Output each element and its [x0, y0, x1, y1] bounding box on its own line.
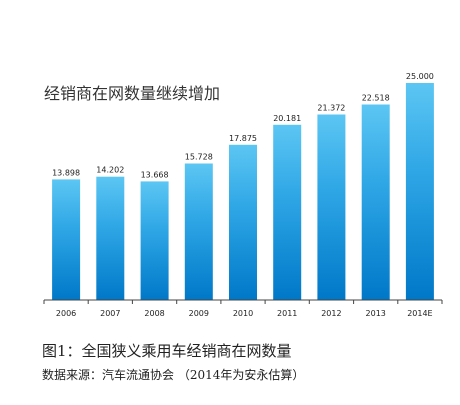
bars-group — [52, 83, 434, 300]
value-label-2014E: 25.000 — [406, 72, 434, 81]
figure-caption: 图1：全国狭义乘用车经销商在网数量 — [42, 342, 292, 360]
x-tick-label-2006: 2006 — [56, 309, 76, 318]
value-label-2013: 22.518 — [362, 94, 390, 103]
x-tick-label-2007: 2007 — [100, 309, 120, 318]
value-label-2011: 20.181 — [273, 114, 301, 123]
x-tick-label-2010: 2010 — [233, 309, 253, 318]
bar-2013 — [361, 104, 390, 300]
bar-2008 — [140, 181, 169, 300]
value-label-2007: 14.202 — [96, 166, 124, 175]
bar-2012 — [317, 114, 346, 300]
x-tick-label-2008: 2008 — [144, 309, 164, 318]
value-label-2009: 15.728 — [185, 153, 213, 162]
bar-2009 — [184, 163, 213, 300]
x-tick-label-2009: 2009 — [189, 309, 209, 318]
value-label-2008: 13.668 — [141, 170, 169, 179]
x-ticks-group — [43, 300, 443, 304]
value-label-2012: 21.372 — [317, 104, 345, 113]
bar-2006 — [52, 179, 81, 300]
value-label-2006: 13.898 — [52, 168, 80, 177]
bar-2011 — [273, 124, 302, 300]
bar-2010 — [229, 144, 257, 300]
x-tick-label-2011: 2011 — [277, 309, 297, 318]
data-source: 数据来源：汽车流通协会 （2014年为安永估算） — [42, 368, 305, 382]
x-tick-label-2013: 2013 — [366, 309, 386, 318]
value-label-2010: 17.875 — [229, 134, 257, 143]
value-labels-group: 13.898 14.202 13.668 15.728 17.875 20.181 21.3… — [52, 72, 434, 179]
x-tick-label-2014E: 2014E — [407, 309, 432, 318]
bar-2007 — [96, 176, 125, 300]
bar-chart: 经销商在网数量继续增加 13.898 14.202 13.668 15.728 17.8… — [43, 72, 443, 318]
x-tick-labels-group: 2006 2007 2008 2009 2010 2011 2012 2013 2014E — [56, 309, 433, 318]
chart-title: 经销商在网数量继续增加 — [44, 84, 220, 103]
bar-2014E — [405, 83, 434, 300]
x-tick-label-2012: 2012 — [321, 309, 341, 318]
